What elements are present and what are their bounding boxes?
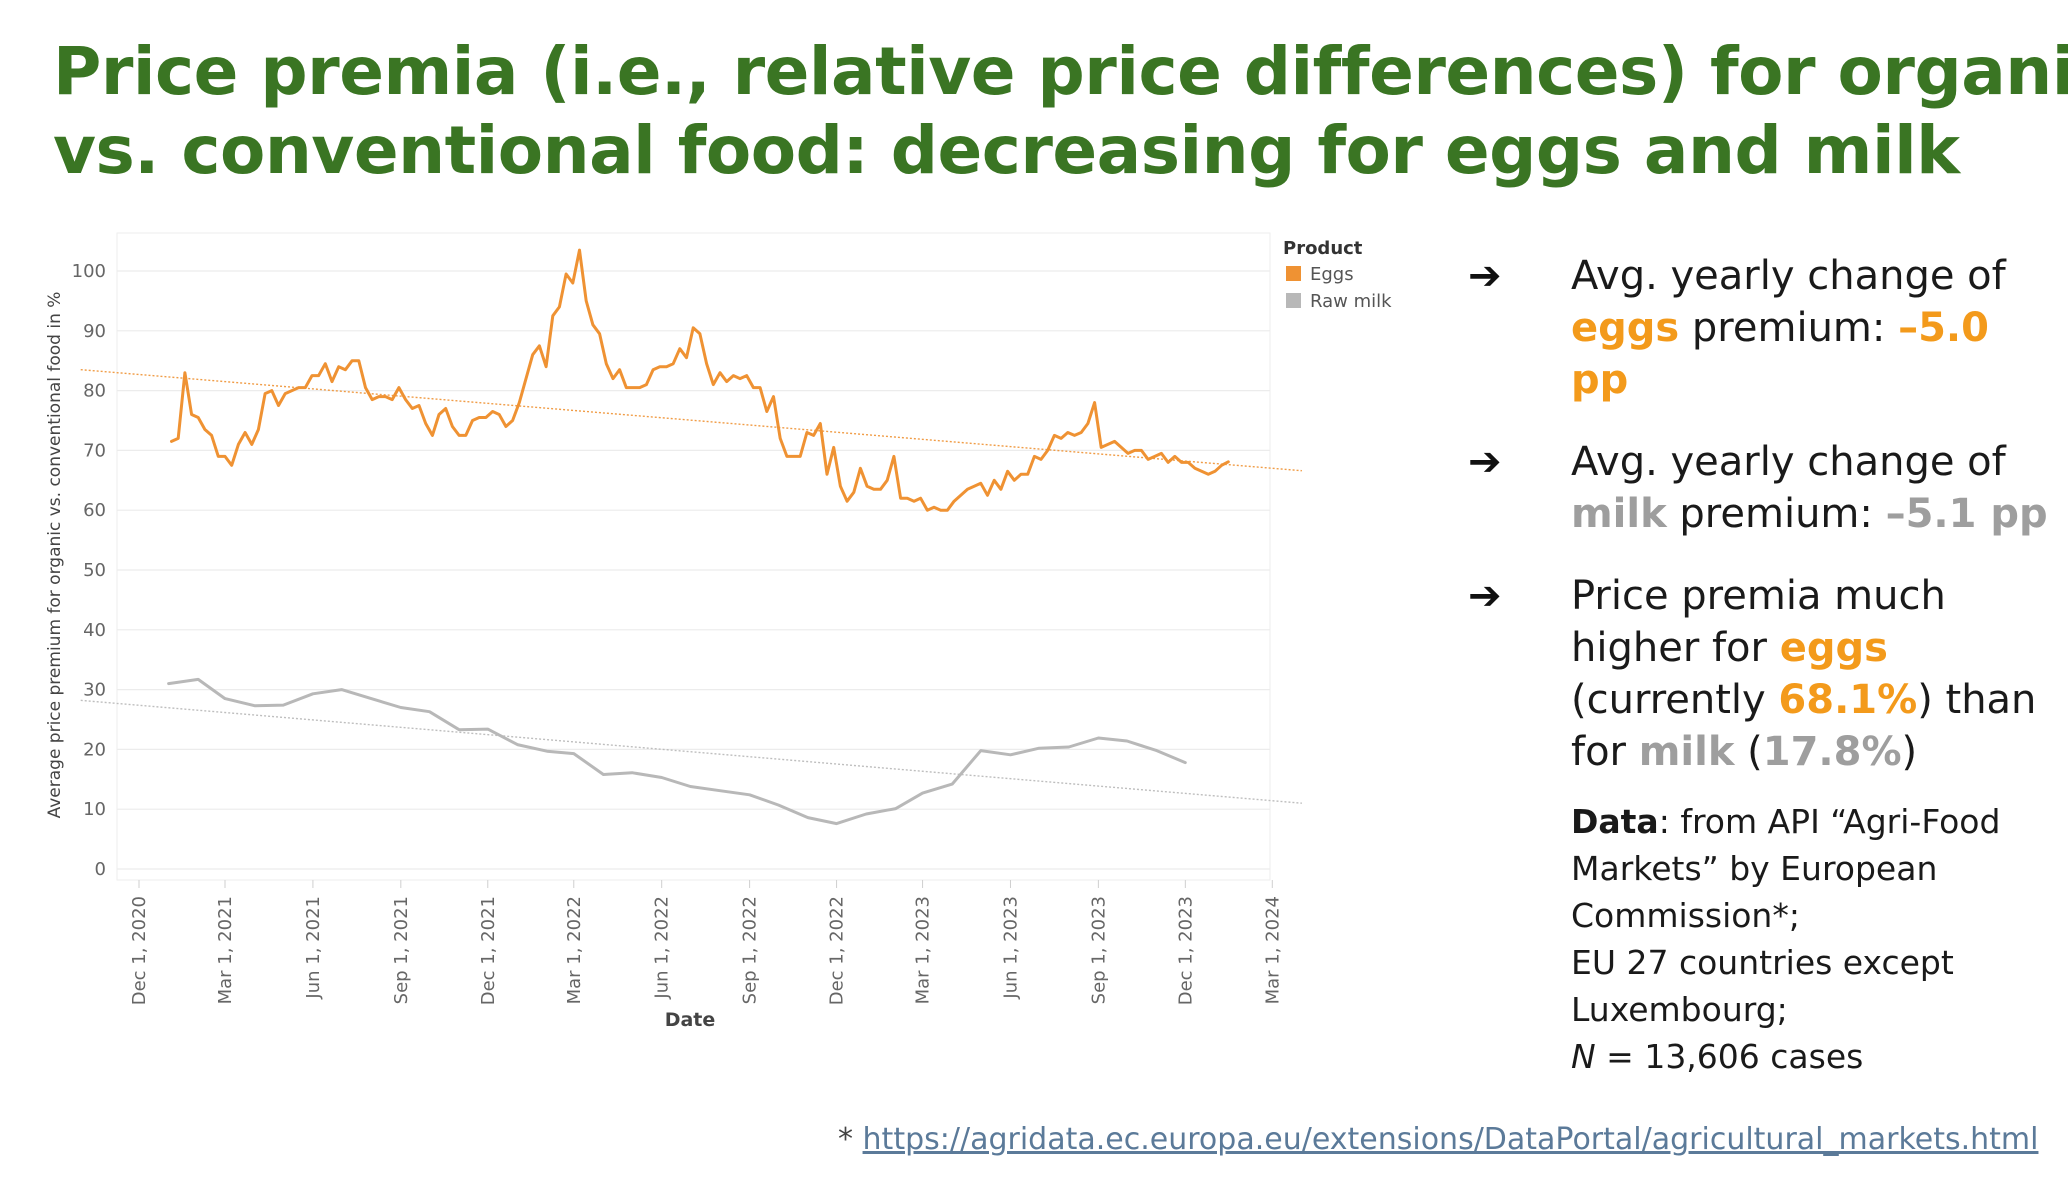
keyword-eggs: eggs <box>1779 625 1888 671</box>
keyword-milk: milk <box>1638 729 1735 775</box>
y-tick-label: 70 <box>83 440 106 461</box>
x-tick-label: Jun 1, 2023 <box>1000 896 1021 1000</box>
y-axis-title: Average price premium for organic vs. co… <box>45 292 65 819</box>
y-tick-label: 80 <box>83 381 106 402</box>
eggs-current-value: 68.1% <box>1778 677 1918 723</box>
milk-change-value: –5.1 pp <box>1885 491 2048 537</box>
legend-title: Product <box>1283 238 1363 259</box>
y-tick-label: 40 <box>83 620 106 641</box>
legend-label-raw-milk: Raw milk <box>1310 291 1392 312</box>
note-n-text: = 13,606 cases <box>1595 1037 1864 1076</box>
x-tick-label: Mar 1, 2024 <box>1262 896 1283 1004</box>
raw-milk-series-line <box>167 677 1187 826</box>
x-tick-label: Dec 1, 2022 <box>827 896 848 1005</box>
y-tick-label: 0 <box>95 859 106 880</box>
finding-premia-compare: ➔ Price premia much higher for eggs (cur… <box>1468 570 2058 778</box>
source-link[interactable]: https://agridata.ec.europa.eu/extensions… <box>862 1122 2039 1157</box>
footnote-star: * <box>838 1122 863 1157</box>
finding-pre: Avg. yearly change of <box>1571 439 2006 485</box>
y-tick-label: 100 <box>72 261 106 282</box>
note-text-2: EU 27 countries except Luxembourg; <box>1571 943 1954 1029</box>
arrow-right-icon: ➔ <box>1468 573 1502 619</box>
finding-pre: Avg. yearly change of <box>1571 253 2006 299</box>
legend-swatch-raw-milk <box>1286 293 1301 308</box>
finding-mid: premium: <box>1666 491 1886 537</box>
footnote: * https://agridata.ec.europa.eu/extensio… <box>838 1122 2038 1157</box>
note-n-label: N <box>1571 1037 1596 1076</box>
x-tick-label: Dec 1, 2021 <box>478 896 499 1005</box>
title-line-1: Price premia (i.e., relative price diffe… <box>53 33 2068 110</box>
legend-swatch-eggs <box>1286 266 1301 281</box>
y-tick-label: 20 <box>83 739 106 760</box>
note-label: Data <box>1571 802 1659 841</box>
compare-text-4: ( <box>1734 729 1763 775</box>
eggs-trend-line <box>80 368 1302 472</box>
y-tick-label: 10 <box>83 799 106 820</box>
note-text-1: : from API “Agri-Food Markets” by Europe… <box>1571 802 2001 935</box>
eggs-change-value: –5.0 pp <box>1571 305 1989 403</box>
compare-text-3: ) than for <box>1571 677 2037 775</box>
x-tick-label: Mar 1, 2021 <box>215 896 236 1004</box>
y-tick-label: 30 <box>83 680 106 701</box>
eggs-series-line <box>170 248 1230 512</box>
y-tick-label: 50 <box>83 560 106 581</box>
arrow-right-icon: ➔ <box>1468 439 1502 485</box>
x-tick-label: Jun 1, 2022 <box>652 896 673 1000</box>
y-tick-label: 60 <box>83 500 106 521</box>
arrow-right-icon: ➔ <box>1468 253 1502 299</box>
plot-area <box>116 232 1271 881</box>
title-line-2: vs. conventional food: decreasing for eg… <box>53 112 1960 189</box>
milk-current-value: 17.8% <box>1762 729 1902 775</box>
x-tick-label: Dec 1, 2023 <box>1175 896 1196 1005</box>
x-tick-label: Dec 1, 2020 <box>129 896 150 1005</box>
line-chart: 0 10 20 30 40 50 60 70 80 90 100 Dec 1, 2020 Mar 1, … <box>45 232 1392 1031</box>
keyword-eggs: eggs <box>1571 305 1680 351</box>
finding-mid: premium: <box>1679 305 1899 351</box>
x-tick-label: Jun 1, 2021 <box>303 896 324 1000</box>
x-tick-label: Mar 1, 2023 <box>913 896 934 1004</box>
y-tick-label: 90 <box>83 321 106 342</box>
x-tick-label: Sep 1, 2021 <box>391 896 412 1004</box>
raw-milk-trend-line <box>80 699 1302 804</box>
compare-text-2: (currently <box>1571 677 1779 723</box>
keyword-milk: milk <box>1571 491 1667 537</box>
compare-text-1: Price premia much higher for <box>1571 573 1946 671</box>
finding-eggs-change: ➔ Avg. yearly change of eggs premium: –5… <box>1468 250 2058 406</box>
x-axis-title: Date <box>665 1009 716 1031</box>
legend-label-eggs: Eggs <box>1310 264 1354 285</box>
x-tick-label: Sep 1, 2023 <box>1088 896 1109 1004</box>
data-source-note: Data: from API “Agri-Food Markets” by Eu… <box>1571 798 2051 1080</box>
finding-milk-change: ➔ Avg. yearly change of milk premium: –5… <box>1468 436 2058 540</box>
key-findings: ➔ Avg. yearly change of eggs premium: –5… <box>1468 250 2058 808</box>
page-title: Price premia (i.e., relative price diffe… <box>53 32 2068 190</box>
x-tick-label: Mar 1, 2022 <box>564 896 585 1004</box>
x-tick-label: Sep 1, 2022 <box>740 896 761 1004</box>
compare-text-5: ) <box>1901 729 1918 775</box>
